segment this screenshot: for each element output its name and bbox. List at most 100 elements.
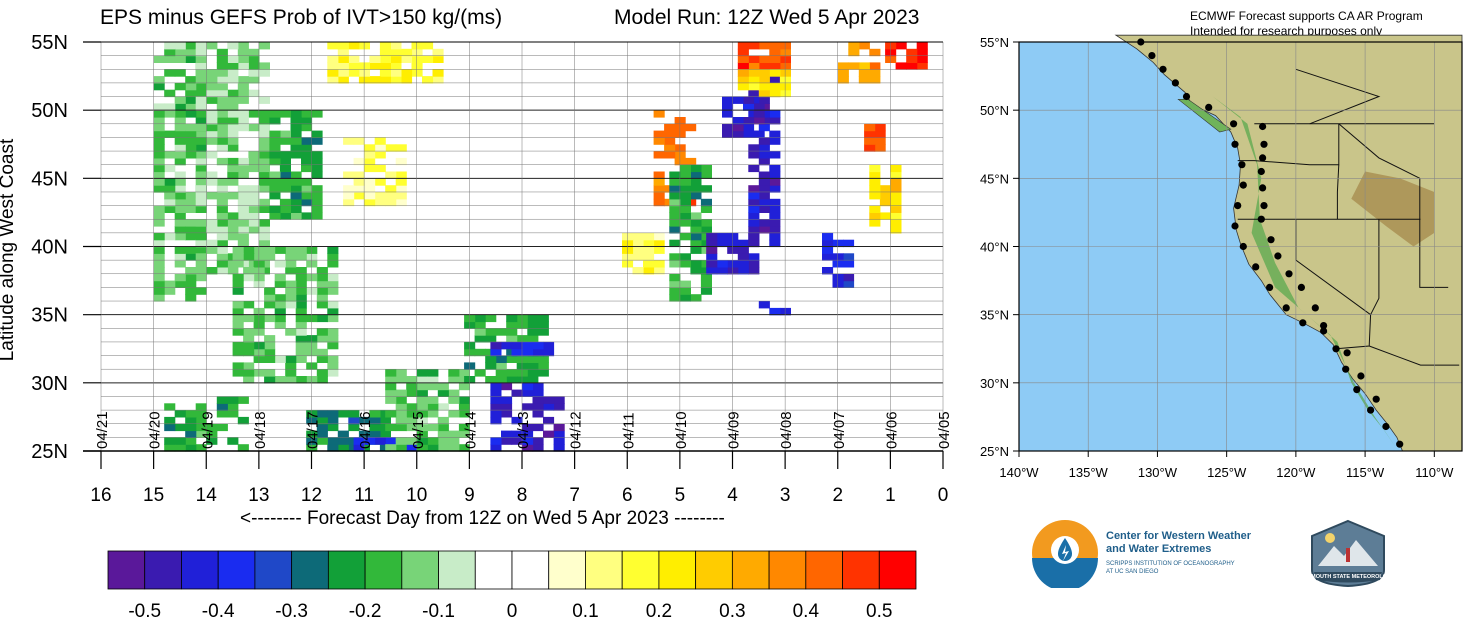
coast-marker [1234, 202, 1242, 210]
heatmap-cell [206, 226, 218, 234]
heatmap-cell [243, 301, 255, 309]
heatmap-cell [690, 178, 702, 186]
heatmap-cell [406, 382, 418, 391]
heatmap-cell [185, 42, 197, 50]
heatmap-cell [522, 437, 534, 445]
heatmap-cell [243, 341, 255, 350]
heatmap-cell [879, 185, 891, 193]
heatmap-cell [532, 341, 544, 350]
heatmap-cell [385, 396, 397, 404]
heatmap-cell [543, 396, 555, 404]
heatmap-cell [264, 294, 276, 302]
heatmap-cell [248, 157, 260, 166]
heatmap-cell [258, 110, 270, 118]
heatmap-cell [232, 307, 244, 316]
heatmap-cell [427, 376, 439, 384]
heatmap-cell [227, 76, 239, 84]
heatmap-cell [358, 430, 370, 438]
cw3e-logo: Center for Western Weather and Water Ext… [1030, 518, 1270, 588]
heatmap-cell [327, 55, 339, 63]
x-tick-label: 1 [885, 485, 896, 506]
heatmap-cell [206, 69, 218, 77]
reference-map: 140°W 135°W 130°W 125°W 120°W 115°W 110°W 25°N 3… [980, 34, 1463, 480]
heatmap-cell [206, 130, 218, 138]
heatmap-cell [769, 226, 781, 234]
heatmap-cell [716, 267, 728, 275]
x-tick-label: 0 [938, 485, 949, 506]
heatmap-cell [232, 369, 244, 377]
heatmap-cell [258, 42, 270, 50]
heatmap-cell [232, 321, 244, 329]
heatmap-cell [401, 69, 413, 77]
heatmap-cell [474, 314, 486, 323]
heatmap-cell [748, 164, 760, 173]
heatmap-cell [748, 219, 760, 227]
heatmap-cell [769, 48, 781, 57]
heatmap-cell [301, 123, 313, 132]
heatmap-cell [264, 348, 276, 357]
heatmap-cell [153, 253, 165, 261]
heatmap-cell [185, 76, 197, 84]
coast-marker [1252, 263, 1260, 271]
heatmap-cell [290, 205, 302, 213]
heatmap-cell [448, 369, 460, 377]
heatmap-cell [527, 328, 539, 336]
heatmap-cell [227, 212, 239, 220]
heatmap-cell [153, 280, 165, 288]
heatmap-cell [643, 232, 655, 241]
political-border [1370, 219, 1380, 315]
colorbar-label: -0.5 [128, 601, 161, 622]
heatmap-cell [706, 253, 718, 261]
heatmap-cell [316, 423, 328, 432]
heatmap-cell [364, 178, 376, 186]
heatmap-cell [843, 260, 855, 268]
heatmap-cell [511, 348, 523, 357]
heatmap-cell [679, 185, 691, 193]
heatmap-cell [243, 246, 255, 254]
heatmap-cell [869, 205, 881, 213]
political-border [1419, 178, 1449, 288]
heatmap-cell [258, 144, 270, 152]
heatmap-cell [679, 219, 691, 227]
heatmap-cell [511, 437, 523, 445]
heatmap-cell [237, 157, 249, 166]
y-tick-label: 40N [31, 237, 68, 259]
coast-marker [1342, 365, 1350, 373]
heatmap-cell [185, 280, 197, 288]
heatmap-cell [337, 444, 349, 452]
heatmap-cell [243, 328, 255, 336]
heatmap-cell [890, 205, 902, 213]
heatmap-cell [174, 253, 186, 261]
heatmap-cell [290, 123, 302, 132]
colorbar-swatch [511, 550, 550, 590]
heatmap-cell [653, 110, 665, 118]
heatmap-cell [385, 192, 397, 200]
heatmap-cell [395, 157, 407, 166]
heatmap-cell [253, 253, 265, 261]
heatmap-cell [216, 137, 228, 145]
heatmap-cell [748, 42, 760, 50]
heatmap-cell [348, 55, 360, 63]
colorbar-swatch [878, 550, 917, 590]
heatmap-cell [253, 314, 265, 323]
heatmap-cell [490, 410, 502, 418]
heatmap-cell [474, 335, 486, 343]
heatmap-cell [390, 62, 402, 70]
heatmap-cell [195, 444, 207, 452]
heatmap-cell [216, 185, 228, 193]
heatmap-cell [653, 260, 665, 268]
heatmap-cell [406, 416, 418, 425]
heatmap-cell [216, 89, 228, 98]
coast-marker [1257, 215, 1265, 223]
heatmap-cell [174, 103, 186, 111]
heatmap-cell [506, 321, 518, 329]
heatmap-cell [653, 130, 665, 138]
date-label: 04/06 [883, 411, 900, 449]
heatmap-cell [474, 369, 486, 377]
date-label: 04/15 [410, 411, 427, 449]
heatmap-cell [743, 103, 755, 111]
heatmap-cell [700, 226, 712, 234]
heatmap-cell [153, 185, 165, 193]
heatmap-cell [395, 198, 407, 207]
heatmap-cell [679, 198, 691, 207]
